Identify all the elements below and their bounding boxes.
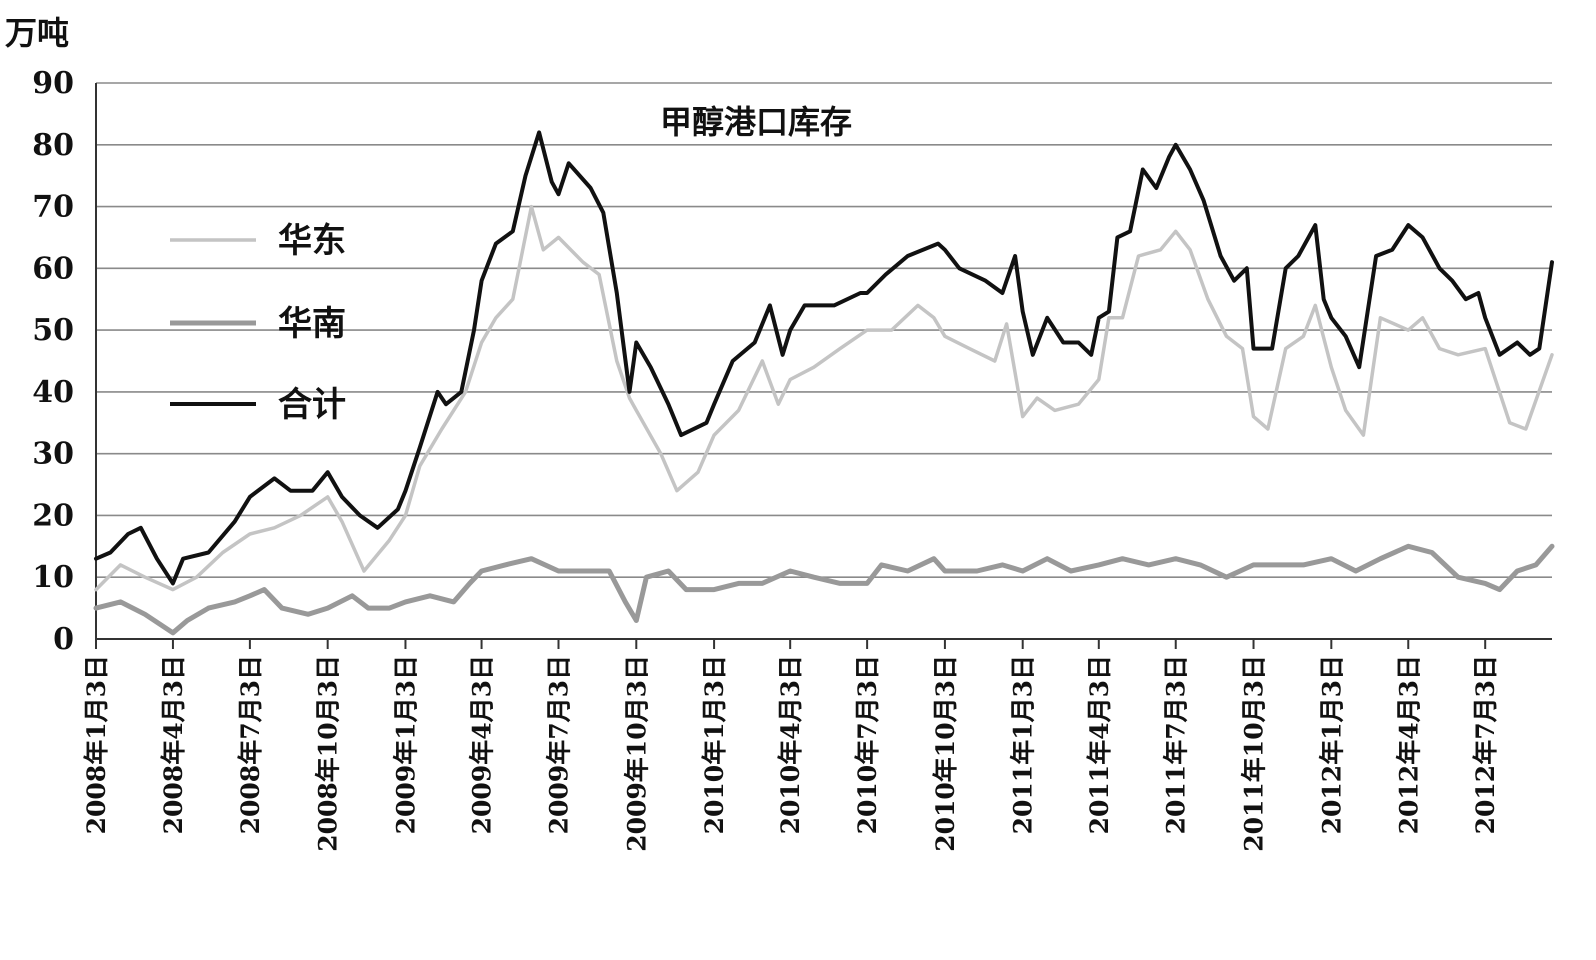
x-tick-label: 2011年4月3日 — [1085, 655, 1114, 834]
x-tick-label: 2009年4月3日 — [468, 655, 497, 834]
y-tick-label: 10 — [32, 560, 74, 595]
series-line-3 — [94, 130, 1554, 586]
x-tick-label: 2012年4月3日 — [1394, 655, 1423, 834]
x-tick-label: 2008年7月3日 — [236, 655, 265, 834]
y-tick-label: 80 — [32, 128, 74, 163]
legend-label: 华东 — [278, 221, 346, 261]
series-lines — [93, 130, 1555, 636]
x-tick-label: 2009年10月3日 — [622, 655, 651, 852]
x-tick-label: 2010年4月3日 — [776, 655, 805, 834]
x-tick-label: 2008年10月3日 — [314, 655, 343, 852]
y-tick-label: 0 — [53, 622, 74, 657]
y-axis-unit-label: 万吨 — [5, 14, 69, 52]
legend-label: 华南 — [278, 304, 346, 344]
x-tick-label: 2010年1月3日 — [700, 655, 729, 834]
chart-title: 甲醇港口库存 — [660, 103, 852, 141]
series-line-2 — [93, 543, 1555, 636]
legend-label: 合计 — [278, 385, 346, 425]
x-tick-label: 2010年7月3日 — [853, 655, 882, 834]
x-tick-label: 2011年7月3日 — [1162, 655, 1191, 834]
x-tick-label: 2012年7月3日 — [1471, 655, 1500, 834]
x-tick-label: 2009年1月3日 — [391, 655, 420, 834]
x-tick-label: 2011年10月3日 — [1240, 655, 1269, 852]
x-tick-label: 2010年10月3日 — [931, 655, 960, 852]
y-tick-label: 90 — [32, 66, 74, 101]
x-tick-label: 2012年1月3日 — [1317, 655, 1346, 834]
y-tick-label: 30 — [32, 437, 74, 472]
y-tick-labels: 0 10 20 30 40 50 60 70 80 90 — [32, 66, 74, 657]
x-tick-label: 2009年7月3日 — [545, 655, 574, 834]
x-tick-label: 2011年1月3日 — [1009, 655, 1038, 834]
y-tick-label: 40 — [32, 375, 74, 410]
y-tick-label: 20 — [32, 498, 74, 533]
x-tick-label: 2008年1月3日 — [82, 655, 111, 834]
y-tick-label: 60 — [32, 251, 74, 286]
y-tick-label: 50 — [32, 313, 74, 348]
y-tick-label: 70 — [32, 190, 74, 225]
series-line-1 — [94, 204, 1554, 592]
x-tick-label: 2008年4月3日 — [159, 655, 188, 834]
x-tick-labels: 2008年1月3日 2008年4月3日 2008年7月3日 2008年10月3日 200… — [82, 655, 1500, 852]
axes — [95, 83, 1552, 649]
